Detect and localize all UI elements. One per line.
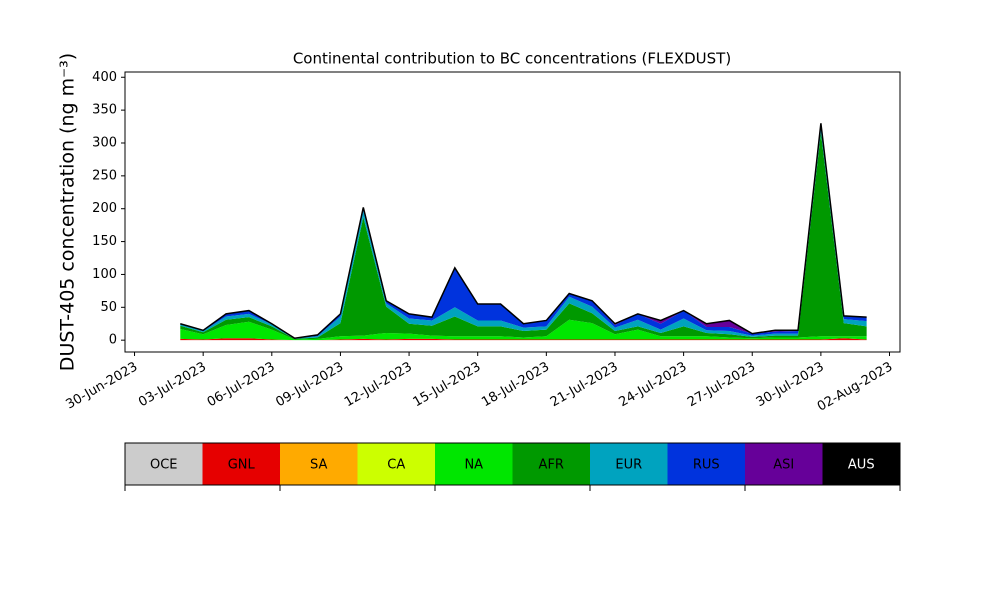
y-tick-label: 250 (92, 168, 117, 183)
legend-swatch (125, 443, 203, 485)
x-tick-label: 21-Jul-2023 (548, 360, 621, 411)
legend-swatch (435, 443, 513, 485)
x-tick-label: 03-Jul-2023 (136, 360, 209, 411)
legend-label: GNL (228, 458, 256, 473)
legend-label: NA (464, 458, 483, 473)
x-tick-label: 18-Jul-2023 (479, 360, 552, 411)
y-tick-label: 50 (100, 300, 117, 315)
y-tick-label: 200 (92, 201, 117, 216)
x-tick-label: 15-Jul-2023 (411, 360, 484, 411)
y-tick-label: 350 (92, 103, 117, 118)
legend-swatch (667, 443, 745, 485)
legend-swatch (745, 443, 823, 485)
legend-swatch (512, 443, 590, 485)
x-tick-label: 02-Aug-2023 (815, 360, 895, 415)
legend-label: SA (310, 458, 327, 473)
legend-swatch (280, 443, 358, 485)
y-tick-label: 150 (92, 234, 117, 249)
x-tick-label: 24-Jul-2023 (617, 360, 690, 411)
area (180, 123, 867, 339)
area (180, 319, 867, 341)
area (180, 127, 867, 339)
area (180, 123, 867, 339)
legend-frame (124, 442, 901, 486)
legend-label: ASI (773, 458, 794, 473)
x-tick-label: 06-Jul-2023 (205, 360, 278, 411)
legend-label: EUR (615, 458, 642, 473)
legend-label: AUS (848, 458, 875, 473)
legend-label: AFR (539, 458, 564, 473)
area (180, 132, 867, 340)
legend-label: RUS (693, 458, 720, 473)
y-axis-label: DUST-405 concentration (ng m⁻³) (57, 53, 79, 371)
x-tick-label: 09-Jul-2023 (273, 360, 346, 411)
area (180, 338, 867, 341)
x-tick-label: 27-Jul-2023 (685, 360, 758, 411)
legend-swatch (357, 443, 435, 485)
y-tick-label: 400 (92, 70, 117, 85)
area (180, 123, 867, 339)
y-tick-label: 100 (92, 267, 117, 282)
legend-label: CA (387, 458, 405, 473)
x-tick-label: 12-Jul-2023 (342, 360, 415, 411)
plot-frame (124, 71, 901, 353)
chart-title: Continental contribution to BC concentra… (293, 50, 731, 68)
y-tick-label: 300 (92, 135, 117, 150)
legend-label: OCE (150, 458, 178, 473)
y-tick-label: 0 (109, 333, 117, 348)
legend-swatch (590, 443, 668, 485)
legend-swatch (822, 443, 900, 485)
legend-swatch (202, 443, 280, 485)
